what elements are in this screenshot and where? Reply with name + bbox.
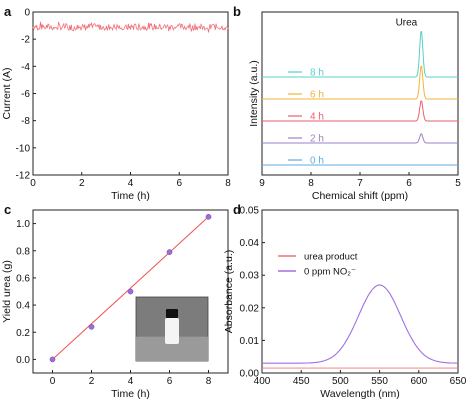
panel-c-xtick-label: 4 — [128, 376, 134, 387]
panel-d-ytick-label: 0.05 — [240, 206, 260, 217]
panel-d-ytick-label: 0.00 — [240, 369, 260, 380]
panel-d-ytick-label: 0.03 — [240, 271, 260, 282]
panel-a-ytick-label: -10 — [16, 143, 31, 154]
panel-a-ytick-label: 0 — [24, 8, 30, 19]
panel-c-xlabel: Time (h) — [111, 388, 150, 400]
panel-b-xtick-label: 7 — [357, 178, 363, 189]
panel-label-c: c — [4, 202, 11, 217]
panel-c-data-point — [127, 288, 134, 295]
panel-a-xtick-label: 8 — [225, 178, 231, 189]
panel-a-ytick-label: -2 — [21, 35, 30, 46]
panel-d-ytick-label: 0.04 — [240, 238, 260, 249]
panel-c-xtick-label: 8 — [206, 376, 212, 387]
panel-a-xtick-label: 6 — [176, 178, 182, 189]
panel-d-xtick-label: 450 — [293, 376, 310, 387]
panel-d-xtick-label: 400 — [254, 376, 271, 387]
panel-b-xtick-label: 9 — [259, 178, 265, 189]
panel-label-b: b — [233, 4, 241, 19]
panel-b-xlabel: Chemical shift (ppm) — [312, 190, 408, 202]
panel-c-fit-line — [52, 216, 209, 360]
panel-d-xtick-label: 550 — [371, 376, 388, 387]
panel-label-a: a — [4, 4, 12, 19]
panel-c-xtick-label: 0 — [50, 376, 56, 387]
panel-b-series-line — [262, 133, 458, 144]
panel-b-series-line — [262, 100, 458, 122]
panel-c-xtick-label: 2 — [89, 376, 95, 387]
panel-b-annotation: Urea — [396, 18, 418, 29]
panel-c-ytick-label: 0.8 — [16, 246, 30, 257]
panel-a-xlabel: Time (h) — [111, 190, 150, 202]
panel-b-series-label: 4 h — [310, 112, 324, 123]
panel-d-ylabel: Absorbance (a.u.) — [223, 250, 235, 333]
panel-a-ytick-label: -8 — [21, 116, 30, 127]
panel-b-xtick-label: 5 — [455, 178, 461, 189]
panel-a-ytick-label: -4 — [21, 62, 30, 73]
panel-a-ytick-label: -6 — [21, 89, 30, 100]
panel-c-ytick-label: 0.2 — [16, 328, 30, 339]
panel-b-xtick-label: 8 — [308, 178, 314, 189]
panel-a-xtick-label: 2 — [79, 178, 85, 189]
panel-b-series-line — [262, 65, 458, 100]
panel-d-legend-label: 0 ppm NO₂⁻ — [304, 267, 356, 278]
panel-a-ytick-label: -12 — [16, 171, 31, 182]
panel-d-xlabel: Wavelength (nm) — [320, 388, 400, 400]
panel-c-ytick-label: 0.6 — [16, 273, 30, 284]
panel-d-ytick-label: 0.01 — [240, 336, 260, 347]
panel-b-series-line — [262, 31, 458, 78]
panel-a-ylabel: Current (A) — [1, 68, 13, 120]
panel-a-current-line — [32, 21, 229, 33]
panel-c-data-point — [166, 249, 173, 255]
panel-b-ylabel: Intensity (a.u.) — [248, 60, 260, 127]
panel-a-xtick-label: 0 — [30, 178, 36, 189]
panel-label-d: d — [233, 202, 241, 217]
panel-c-data-point — [88, 323, 95, 330]
panel-d-xtick-label: 600 — [410, 376, 427, 387]
panel-c-ylabel: Yield urea (g) — [1, 260, 13, 323]
panel-a-xtick-label: 4 — [128, 178, 134, 189]
panel-c-data-point — [49, 356, 56, 363]
panel-b-series-label: 6 h — [310, 90, 324, 101]
panel-c-vial-body — [165, 318, 179, 344]
panel-c-ytick-label: 0.0 — [16, 355, 30, 366]
panel-c-ytick-label: 0.4 — [16, 301, 30, 312]
panel-c-vial-cap — [166, 309, 178, 318]
panel-d-frame — [261, 209, 459, 374]
panel-d-ytick-label: 0.02 — [240, 303, 260, 314]
panel-d-xtick-label: 650 — [450, 376, 467, 387]
panel-d-xtick-label: 500 — [332, 376, 349, 387]
panel-b-series-label: 8 h — [310, 68, 324, 79]
panel-b-xtick-label: 6 — [406, 178, 412, 189]
panel-c-data-point — [205, 213, 212, 220]
panel-c-ytick-label: 1.0 — [16, 219, 30, 230]
panel-a-frame — [32, 11, 229, 176]
panel-d-legend-label: urea product — [304, 252, 358, 263]
panel-b-series-label: 0 h — [310, 156, 324, 167]
panel-c-xtick-label: 6 — [167, 376, 173, 387]
panel-b-series-label: 2 h — [310, 134, 324, 145]
panel-d-series-line — [262, 284, 458, 364]
